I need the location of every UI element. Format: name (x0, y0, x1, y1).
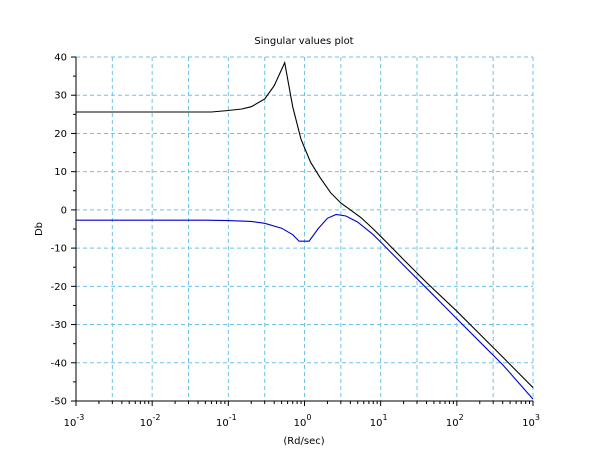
x-tick-label-exponent: -1 (229, 413, 237, 422)
series-line-2 (76, 213, 534, 400)
y-tick-label: 10 (54, 167, 67, 178)
x-axis-label: (Rd/sec) (283, 436, 324, 447)
x-tick-label-base: 10 (294, 418, 307, 429)
x-tick-label: 100 (294, 413, 312, 429)
x-tick-label-exponent: -3 (76, 413, 84, 422)
x-tick-label-exponent: 1 (382, 413, 387, 422)
x-tick-label-exponent: -2 (153, 413, 161, 422)
x-tick-label-base: 10 (446, 418, 459, 429)
x-tick-label-exponent: 0 (306, 413, 311, 422)
x-tick-label: 102 (446, 413, 464, 429)
x-tick-label-exponent: 2 (459, 413, 464, 422)
x-tick-label-base: 10 (64, 418, 77, 429)
chart-title: Singular values plot (254, 36, 353, 47)
y-tick-label: -30 (51, 320, 67, 331)
x-tick-label-exponent: 3 (535, 413, 540, 422)
y-tick-label: -20 (51, 282, 67, 293)
x-tick-label: 10-3 (64, 413, 85, 429)
x-tick-label: 10-2 (140, 413, 161, 429)
axes (71, 56, 534, 406)
y-tick-label: -10 (51, 244, 67, 255)
y-tick-label: 40 (54, 53, 67, 64)
y-tick-label: -50 (51, 397, 67, 408)
x-tick-label: 103 (522, 413, 540, 429)
x-tick-label: 10-1 (216, 413, 237, 429)
x-tick-label-base: 10 (140, 418, 153, 429)
y-tick-label: 20 (54, 129, 67, 140)
x-tick-label-base: 10 (370, 418, 383, 429)
x-tick-label-base: 10 (216, 418, 229, 429)
series-line-1 (76, 60, 534, 388)
x-tick-label-base: 10 (522, 418, 535, 429)
series-lines (76, 60, 534, 400)
y-tick-label: -40 (51, 358, 67, 369)
y-tick-label: 0 (61, 205, 67, 216)
x-tick-label: 101 (370, 413, 388, 429)
y-tick-label: 30 (54, 91, 67, 102)
tick-labels: 10-310-210-1100101102103403020100-10-20-… (51, 53, 540, 430)
y-axis-label: Db (34, 222, 45, 236)
